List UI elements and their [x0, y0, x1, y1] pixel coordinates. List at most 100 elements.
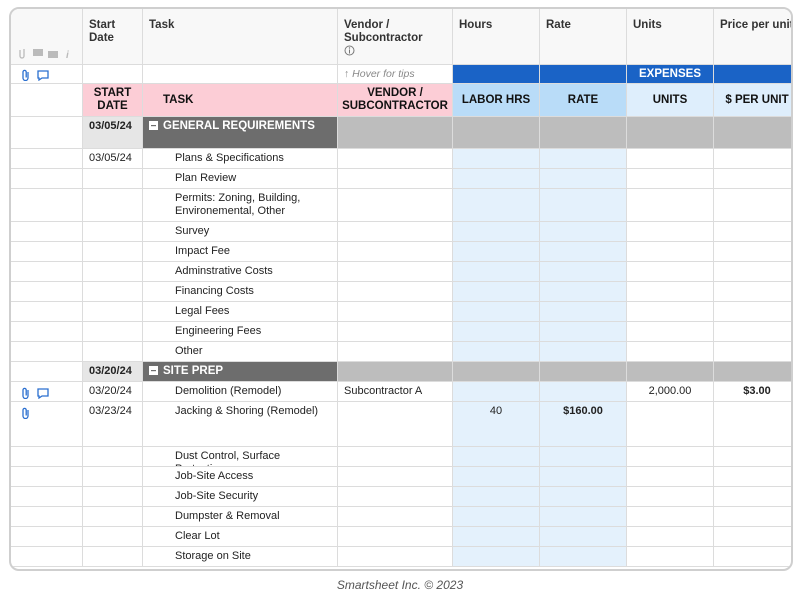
- units: [627, 222, 714, 242]
- cell: [627, 117, 714, 149]
- rate: [540, 547, 627, 567]
- cell-text: 03/20/24: [89, 365, 132, 377]
- info-icon[interactable]: [344, 45, 446, 60]
- collapse-icon[interactable]: [149, 366, 158, 375]
- rate: [540, 222, 627, 242]
- cell: [11, 169, 83, 189]
- cell-text: Hours: [459, 19, 493, 31]
- start-date: [83, 487, 143, 507]
- price: [714, 322, 791, 342]
- cell: [11, 65, 83, 84]
- cell-text: Survey: [175, 225, 210, 237]
- units: [627, 169, 714, 189]
- task: Clear Lot: [143, 527, 338, 547]
- vendor: [338, 447, 453, 467]
- hours: [453, 262, 540, 282]
- cell-text: LABOR HRS: [461, 93, 531, 106]
- hours: [453, 282, 540, 302]
- cell-text: Clear Lot: [175, 530, 220, 542]
- cell-text: Job-Site Access: [175, 470, 254, 482]
- cell: [540, 65, 627, 84]
- hours: [453, 189, 540, 222]
- task: Job-Site Access: [143, 467, 338, 487]
- svg-text:i: i: [66, 50, 69, 61]
- hint: ↑ Hover for tips: [338, 65, 453, 84]
- header-cell: i: [11, 9, 83, 65]
- cell: [11, 302, 83, 322]
- cell: [11, 189, 83, 222]
- units: [627, 189, 714, 222]
- task: Impact Fee: [143, 242, 338, 262]
- rate: [540, 527, 627, 547]
- hours: [453, 382, 540, 402]
- cell: [338, 117, 453, 149]
- cell-text: Storage on Site: [175, 550, 251, 562]
- cell-text: $3.00: [743, 385, 771, 397]
- vendor: [338, 507, 453, 527]
- vendor: [338, 282, 453, 302]
- units: [627, 242, 714, 262]
- cell-text: Job-Site Security: [175, 490, 259, 502]
- cell-text: EXPENSES: [639, 67, 701, 80]
- start-date: [83, 527, 143, 547]
- cell-text: Financing Costs: [175, 285, 254, 297]
- cell: [714, 65, 791, 84]
- start-date: [83, 302, 143, 322]
- row-icon[interactable]: [37, 386, 49, 404]
- start-date: 03/23/24: [83, 402, 143, 447]
- units: [627, 322, 714, 342]
- column-label: TASK: [143, 84, 338, 117]
- cell: [11, 322, 83, 342]
- price: [714, 242, 791, 262]
- cell: [143, 65, 338, 84]
- task: Adminstrative Costs: [143, 262, 338, 282]
- cell-text: Dumpster & Removal: [175, 510, 280, 522]
- vendor: [338, 242, 453, 262]
- cell-text: UNITS: [652, 93, 688, 106]
- task: Job-Site Security: [143, 487, 338, 507]
- row-icon[interactable]: [21, 386, 31, 404]
- row-icon[interactable]: [37, 68, 49, 86]
- units: [627, 342, 714, 362]
- row-icon[interactable]: [21, 406, 31, 424]
- price: [714, 342, 791, 362]
- cell-text: Legal Fees: [175, 305, 230, 317]
- vendor: [338, 322, 453, 342]
- start-date: [83, 282, 143, 302]
- vendor: [338, 527, 453, 547]
- collapse-icon[interactable]: [149, 121, 158, 130]
- cell: [11, 362, 83, 382]
- task: Plan Review: [143, 169, 338, 189]
- cell: [453, 117, 540, 149]
- cell: [11, 547, 83, 567]
- cell-text: Demolition (Remodel): [175, 385, 282, 397]
- cell-text: $ PER UNIT: [725, 93, 789, 106]
- cell-text: Rate: [546, 19, 571, 31]
- price: [714, 547, 791, 567]
- rate: [540, 282, 627, 302]
- cell-text: 03/05/24: [89, 120, 132, 132]
- task: Engineering Fees: [143, 322, 338, 342]
- cell: [11, 527, 83, 547]
- column-label: UNITS: [627, 84, 714, 117]
- start-date: 03/20/24: [83, 362, 143, 382]
- cell: [11, 402, 83, 447]
- hours: [453, 547, 540, 567]
- price: [714, 487, 791, 507]
- start-date: [83, 242, 143, 262]
- cell: [453, 362, 540, 382]
- vendor: [338, 189, 453, 222]
- vendor: [338, 402, 453, 447]
- start-date: 03/05/24: [83, 117, 143, 149]
- units: [627, 149, 714, 169]
- cell-text: GENERAL REQUIREMENTS: [163, 120, 315, 132]
- task: Demolition (Remodel): [143, 382, 338, 402]
- cell-text: Dust Control, Surface Protection: [175, 450, 281, 466]
- cell: [338, 362, 453, 382]
- column-header: Vendor / Subcontractor: [338, 9, 453, 65]
- price: $3.00: [714, 382, 791, 402]
- row-icon[interactable]: [21, 68, 31, 86]
- footer: Smartsheet Inc. © 2023: [336, 578, 464, 592]
- section-task: SITE PREP: [143, 362, 338, 382]
- cell: [11, 487, 83, 507]
